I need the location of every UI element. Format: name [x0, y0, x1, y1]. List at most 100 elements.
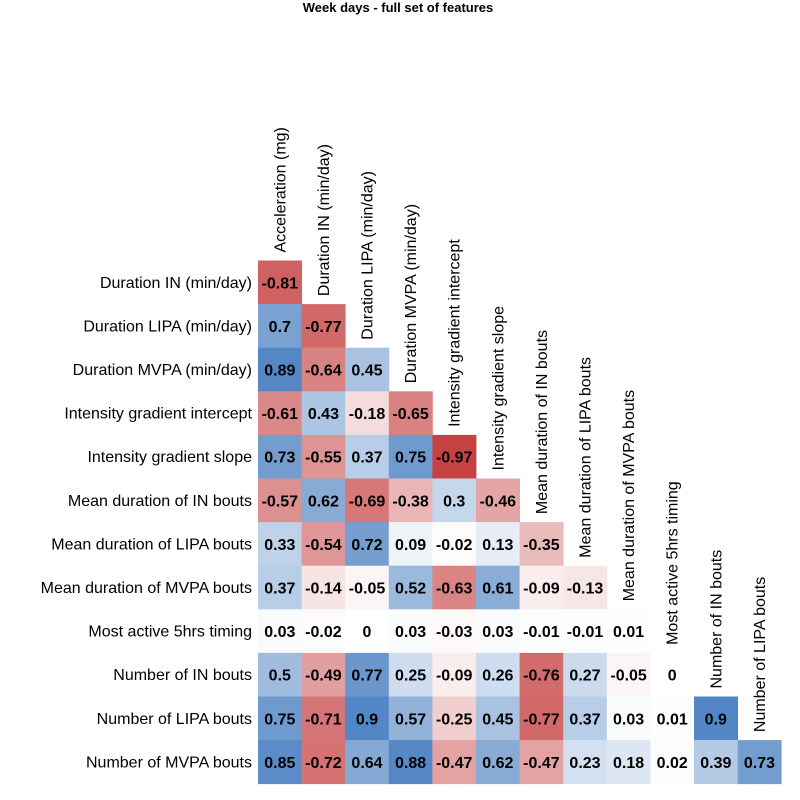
cell-value-label: 0.85 — [264, 755, 295, 772]
heatmap-cell — [388, 391, 433, 436]
cell-value-label: 0.57 — [395, 711, 426, 728]
cell-value-label: 0.61 — [482, 581, 513, 598]
heatmap-cell — [258, 478, 302, 523]
heatmap-cell — [258, 434, 302, 479]
cell-value-label: 0.5 — [269, 668, 291, 685]
heatmap-cell — [694, 696, 738, 741]
cell-value-label: 0.13 — [482, 537, 513, 554]
row-label: Duration IN (min/day) — [100, 275, 252, 292]
cell-value-label: 0.72 — [351, 537, 382, 554]
heatmap-cell — [519, 522, 564, 567]
column-label: Intensity gradient intercept — [447, 239, 464, 427]
row-labels: Duration IN (min/day) Duration LIPA (min/… — [41, 275, 253, 772]
cell-value-label: -0.05 — [349, 581, 386, 598]
column-label: Acceleration (mg) — [272, 127, 289, 252]
column-label: Intensity gradient slope — [490, 306, 507, 471]
row-label: Number of IN bouts — [113, 667, 252, 684]
cell-value-label: -0.65 — [392, 406, 429, 423]
heatmap-cell — [258, 652, 302, 697]
heatmap-cell — [258, 347, 302, 392]
cell-value-label: -0.71 — [305, 711, 342, 728]
cell-value-label: 0.27 — [569, 668, 600, 685]
cell-value-label: -0.47 — [523, 755, 560, 772]
heatmap-cell — [563, 652, 608, 697]
cell-value-label: 0.9 — [705, 711, 727, 728]
column-labels: Acceleration (mg) Duration IN (min/day) Du… — [272, 127, 769, 732]
row-label: Intensity gradient slope — [87, 449, 252, 466]
cell-value-label: 0 — [668, 668, 677, 685]
heatmap-cell — [432, 609, 477, 654]
cell-value-label: -0.09 — [523, 581, 560, 598]
column-label: Mean duration of MVPA bouts — [621, 390, 638, 601]
cell-value-label: -0.09 — [436, 668, 473, 685]
cell-value-label: -0.13 — [567, 581, 604, 598]
heatmap-cell — [563, 696, 608, 741]
row-label: Number of LIPA bouts — [97, 711, 252, 728]
heatmap-cell — [345, 478, 390, 523]
cell-value-label: 0.43 — [308, 406, 339, 423]
cell-value-label: -0.57 — [262, 493, 299, 510]
cell-value-label: -0.72 — [305, 755, 342, 772]
heatmap-cell — [519, 740, 564, 785]
cell-value-label: 0.88 — [395, 755, 426, 772]
cell-value-label: -0.03 — [436, 624, 473, 641]
cell-value-label: -0.76 — [523, 668, 560, 685]
cell-value-label: 0.02 — [657, 755, 688, 772]
row-label: Duration LIPA (min/day) — [83, 318, 252, 335]
cell-value-label: -0.61 — [262, 406, 299, 423]
row-label: Mean duration of MVPA bouts — [41, 580, 252, 597]
cell-value-label: -0.69 — [349, 493, 386, 510]
cell-value-label: -0.55 — [305, 450, 342, 467]
cell-value-label: -0.02 — [436, 537, 473, 554]
heatmap-cell — [476, 740, 520, 785]
cell-value-label: -0.97 — [436, 450, 473, 467]
cell-value-label: 0.73 — [744, 755, 775, 772]
heatmap-cell — [258, 391, 302, 436]
heatmap-cell — [345, 522, 390, 567]
heatmap-cell — [388, 478, 433, 523]
heatmap-cell — [563, 609, 608, 654]
cell-value-label: -0.49 — [305, 668, 342, 685]
cell-value-label: 0.26 — [482, 668, 513, 685]
heatmap-cell — [345, 696, 390, 741]
heatmap-cell — [432, 522, 477, 567]
cell-value-label: 0.7 — [269, 319, 291, 336]
heatmap-cell — [301, 565, 346, 610]
heatmap-cell — [345, 434, 390, 479]
heatmap-cell — [432, 478, 477, 523]
heatmap-cell — [345, 391, 390, 436]
cell-value-label: -0.35 — [523, 537, 560, 554]
cell-value-label: 0.75 — [264, 711, 295, 728]
heatmap-cell — [258, 696, 302, 741]
heatmap-cell — [301, 740, 346, 785]
cell-value-label: 0.75 — [395, 450, 426, 467]
cell-value-label: 0.9 — [356, 711, 378, 728]
heatmap-cell — [563, 565, 608, 610]
heatmap-cell — [606, 609, 651, 654]
heatmap-cell — [432, 652, 477, 697]
row-label: Mean duration of IN bouts — [68, 493, 252, 510]
heatmap-cell — [301, 347, 346, 392]
heatmap-cell — [432, 740, 477, 785]
heatmap-cell — [301, 478, 346, 523]
heatmap-cell — [476, 478, 520, 523]
heatmap-cell — [606, 740, 651, 785]
heatmap-cell — [258, 565, 302, 610]
cell-value-label: 0.37 — [351, 450, 382, 467]
cell-value-label: 0.03 — [482, 624, 513, 641]
heatmap-cell — [301, 609, 346, 654]
row-label: Duration MVPA (min/day) — [73, 362, 252, 379]
cell-value-label: -0.25 — [436, 711, 473, 728]
cell-value-label: -0.47 — [436, 755, 473, 772]
column-label: Number of IN bouts — [708, 550, 725, 689]
heatmap-cell — [563, 740, 608, 785]
heatmap-cell — [650, 740, 695, 785]
cell-value-label: 0.77 — [351, 668, 382, 685]
cell-value-label: 0.73 — [264, 450, 295, 467]
heatmap-cell — [258, 260, 302, 305]
cell-value-label: 0.25 — [395, 668, 426, 685]
heatmap-cell — [388, 565, 433, 610]
cell-value-label: 0.89 — [264, 363, 295, 380]
cell-value-label: -0.14 — [305, 581, 342, 598]
cell-value-label: 0.45 — [482, 711, 513, 728]
